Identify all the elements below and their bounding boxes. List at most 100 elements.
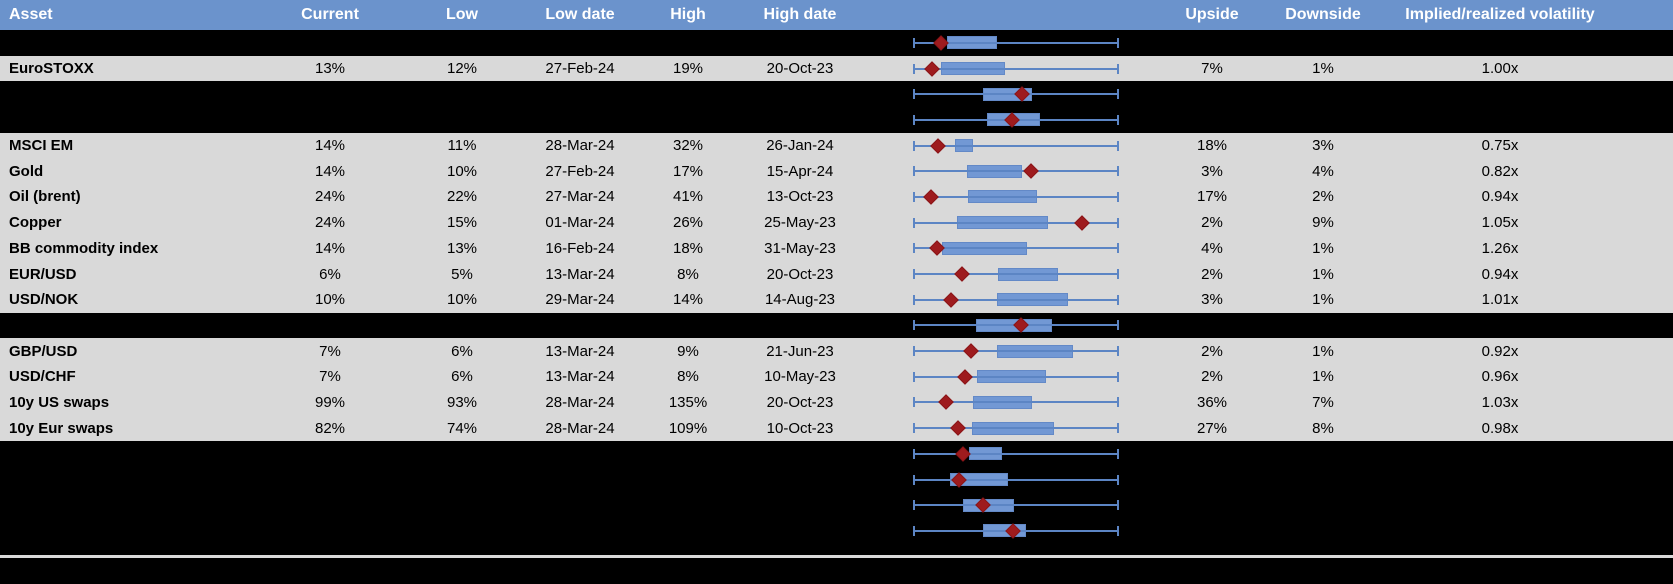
boxplot-whisker-cap-left (912, 320, 915, 331)
boxplot-whisker (912, 375, 1117, 378)
low-cell: 10% (446, 162, 478, 180)
downside-cell: 3% (1312, 137, 1334, 155)
current-cell: 13% (314, 60, 346, 78)
low-date-cell: 28-Mar-24 (545, 137, 615, 155)
redacted-row (0, 492, 1673, 519)
boxplot-whisker-cap-left (912, 346, 915, 357)
low-date-cell: 01-Mar-24 (545, 214, 615, 232)
upside-cell: 18% (1196, 137, 1228, 155)
column-header-upside: Upside (1185, 6, 1239, 23)
boxplot-whisker-cap-right (1117, 423, 1119, 434)
table-row: GBP/USD 7% 6% 13-Mar-24 9% 21-Jun-23 2% 1% 0.92x (0, 338, 1673, 364)
diamond-marker-icon (923, 189, 939, 205)
diamond-marker-icon (924, 60, 940, 77)
implied-realized-cell: 0.82x (1481, 162, 1519, 180)
column-header-high: High (670, 6, 706, 23)
low-date-cell: 27-Feb-24 (545, 60, 615, 78)
boxplot-whisker-cap-right (1117, 37, 1119, 48)
high-cell: 8% (677, 368, 699, 386)
boxplot-cell (850, 261, 1160, 287)
high-date-cell: 21-Jun-23 (766, 342, 834, 360)
boxplot-cell (850, 158, 1160, 184)
upside-cell: 3% (1201, 291, 1223, 309)
upside-cell: 7% (1201, 60, 1223, 78)
boxplot-whisker (912, 195, 1117, 198)
redacted-row (0, 466, 1673, 493)
upside-cell: 2% (1201, 214, 1223, 232)
diamond-marker-icon (930, 137, 946, 154)
boxplot-whisker (912, 478, 1117, 481)
boxplot-whisker-cap-left (912, 474, 915, 485)
low-cell: 13% (446, 239, 478, 257)
low-cell: 11% (447, 137, 477, 155)
boxplot-whisker (912, 170, 1117, 173)
high-date-cell: 10-May-23 (764, 368, 836, 386)
boxplot-whisker-cap-right (1117, 448, 1119, 459)
boxplot-cell (850, 56, 1160, 82)
boxplot-whisker-cap-left (912, 114, 915, 125)
current-cell: 99% (314, 393, 346, 411)
boxplot-whisker-cap-left (912, 269, 915, 280)
boxplot-whisker (912, 221, 1117, 224)
boxplot-cell (850, 364, 1160, 390)
boxplot-whisker-cap-right (1117, 269, 1119, 280)
table-row: Oil (brent) 24% 22% 27-Mar-24 41% 13-Oct-23 17… (0, 184, 1673, 210)
boxplot-whisker-cap-right (1117, 217, 1119, 228)
downside-cell: 1% (1312, 291, 1334, 309)
asset-cell: USD/NOK (9, 291, 79, 309)
low-cell: 6% (451, 342, 473, 360)
implied-realized-cell: 0.94x (1481, 188, 1519, 206)
table-row: MSCI EM 14% 11% 28-Mar-24 32% 26-Jan-24 18% 3% 0… (0, 132, 1673, 159)
column-header-implied-realized: Implied/realized volatility (1405, 6, 1595, 23)
implied-realized-cell: 1.03x (1481, 393, 1519, 411)
table-row: EuroSTOXX 13% 12% 27-Feb-24 19% 20-Oct-23 7% 1%… (0, 55, 1673, 82)
upside-cell: 36% (1196, 393, 1228, 411)
high-cell: 17% (672, 162, 704, 180)
boxplot-whisker-cap-left (912, 37, 915, 48)
downside-cell: 4% (1312, 162, 1334, 180)
redacted-row (0, 30, 1673, 56)
low-cell: 22% (446, 188, 478, 206)
header-row: Asset Current Low Low date High High dat… (0, 0, 1673, 30)
current-cell: 24% (314, 214, 346, 232)
boxplot-cell (850, 133, 1160, 159)
implied-realized-cell: 1.01x (1481, 291, 1519, 309)
table-row: Copper 24% 15% 01-Mar-24 26% 25-May-23 2% 9% 1.0… (0, 209, 1673, 236)
table-row: USD/NOK 10% 10% 29-Mar-24 14% 14-Aug-23 3% 1% 1.… (0, 286, 1673, 313)
downside-cell: 1% (1312, 342, 1334, 360)
high-cell: 18% (672, 239, 704, 257)
high-date-cell: 13-Oct-23 (766, 188, 834, 206)
diamond-marker-icon (1074, 214, 1090, 231)
upside-cell: 17% (1196, 188, 1228, 206)
boxplot-whisker-cap-left (912, 371, 915, 382)
boxplot-whisker-cap-right (1117, 474, 1119, 485)
diamond-marker-icon (1023, 163, 1039, 180)
asset-cell: Oil (brent) (9, 188, 81, 206)
boxplot-whisker (912, 504, 1117, 507)
low-date-cell: 28-Mar-24 (545, 419, 615, 437)
current-cell: 6% (319, 265, 341, 283)
boxplot-cell (850, 338, 1160, 364)
boxplot-cell (850, 313, 1160, 339)
table-row: 10y Eur swaps 82% 74% 28-Mar-24 109% 10-Oct-2… (0, 415, 1673, 441)
asset-cell: Gold (9, 162, 44, 180)
high-date-cell: 14-Aug-23 (764, 291, 836, 309)
boxplot-cell (850, 30, 1160, 56)
column-header-low: Low (446, 6, 478, 23)
low-date-cell: 29-Mar-24 (545, 291, 615, 309)
current-cell: 14% (314, 239, 346, 257)
boxplot-whisker-cap-right (1117, 294, 1119, 305)
high-cell: 109% (668, 419, 708, 437)
column-header-downside: Downside (1285, 6, 1361, 23)
boxplot-whisker-cap-left (912, 423, 915, 434)
table-row: USD/CHF 7% 6% 13-Mar-24 8% 10-May-23 2% 1% 0.96x (0, 363, 1673, 390)
high-date-cell: 31-May-23 (764, 239, 836, 257)
boxplot-whisker-cap-right (1117, 397, 1119, 408)
boxplot-whisker-cap-left (912, 89, 915, 100)
boxplot-whisker-cap-left (912, 397, 915, 408)
diamond-marker-icon (957, 369, 973, 385)
boxplot-whisker (912, 298, 1117, 301)
boxplot-whisker-cap-right (1117, 89, 1119, 100)
current-cell: 10% (314, 291, 346, 309)
current-cell: 14% (314, 137, 346, 155)
